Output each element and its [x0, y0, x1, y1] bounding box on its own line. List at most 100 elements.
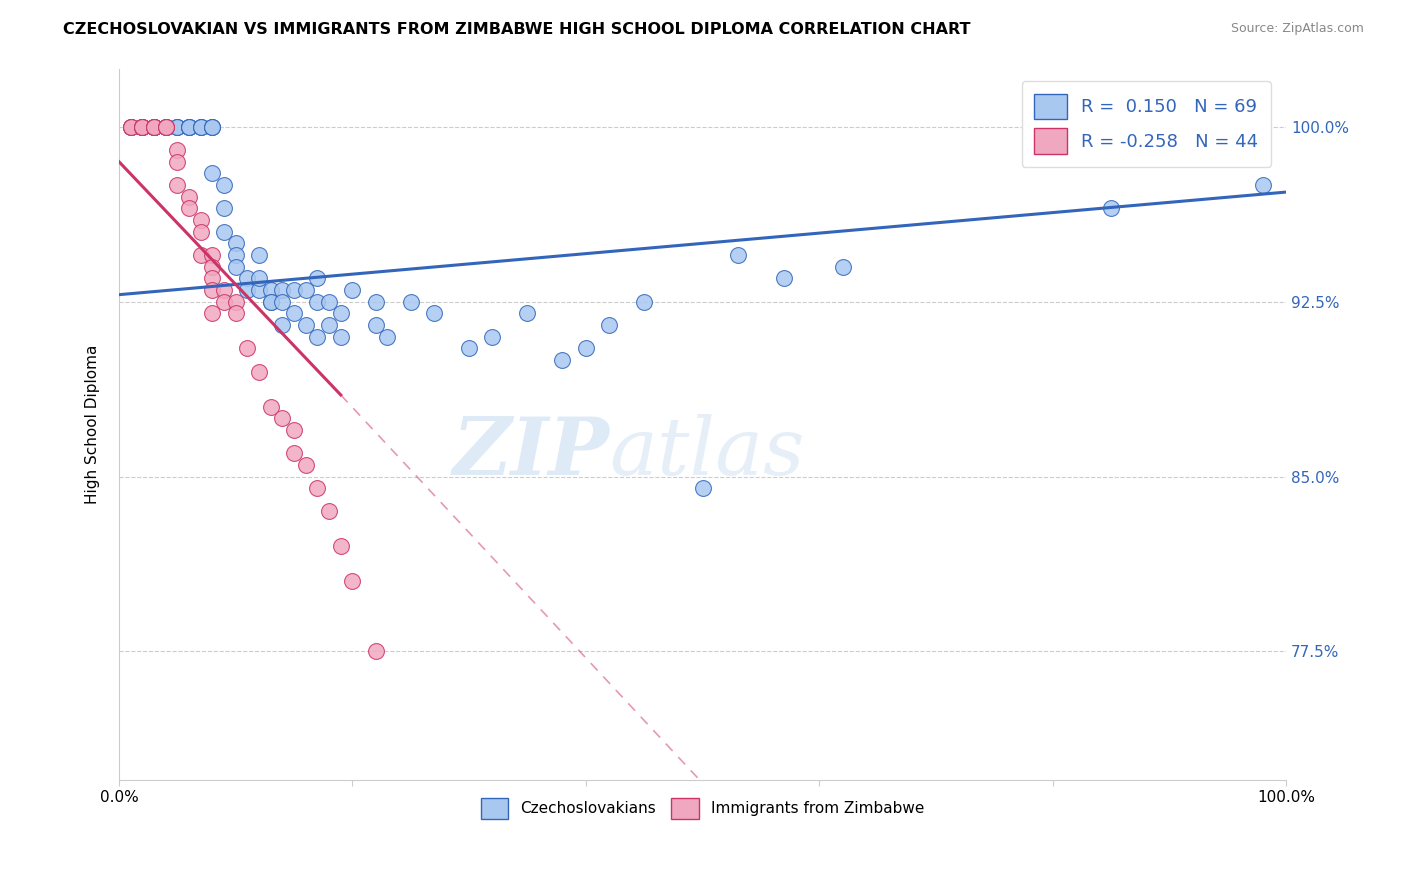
Point: [318, 294, 340, 309]
Point: [236, 283, 259, 297]
Point: [190, 120, 212, 134]
Point: [551, 353, 574, 368]
Point: [329, 306, 352, 320]
Point: [177, 120, 200, 134]
Point: [1099, 202, 1122, 216]
Point: [190, 225, 212, 239]
Point: [342, 574, 364, 589]
Point: [166, 120, 188, 134]
Point: [329, 540, 352, 554]
Point: [166, 178, 188, 193]
Point: [143, 120, 166, 134]
Point: [727, 248, 749, 262]
Point: [143, 120, 166, 134]
Point: [201, 271, 224, 285]
Point: [294, 283, 316, 297]
Point: [294, 318, 316, 332]
Point: [260, 400, 283, 414]
Point: [342, 283, 364, 297]
Point: [212, 202, 235, 216]
Point: [307, 271, 329, 285]
Point: [155, 120, 177, 134]
Point: [633, 294, 655, 309]
Point: [294, 458, 316, 472]
Point: [283, 446, 305, 460]
Point: [260, 294, 283, 309]
Point: [247, 283, 270, 297]
Point: [190, 120, 212, 134]
Point: [247, 365, 270, 379]
Point: [318, 504, 340, 518]
Point: [131, 120, 153, 134]
Y-axis label: High School Diploma: High School Diploma: [86, 344, 100, 504]
Point: [516, 306, 538, 320]
Point: [307, 481, 329, 495]
Point: [177, 120, 200, 134]
Point: [190, 248, 212, 262]
Point: [190, 213, 212, 227]
Text: ZIP: ZIP: [453, 414, 609, 491]
Point: [1251, 178, 1274, 193]
Point: [399, 294, 422, 309]
Point: [212, 294, 235, 309]
Point: [120, 120, 142, 134]
Text: Source: ZipAtlas.com: Source: ZipAtlas.com: [1230, 22, 1364, 36]
Point: [283, 306, 305, 320]
Point: [225, 306, 247, 320]
Text: atlas: atlas: [609, 414, 804, 491]
Point: [155, 120, 177, 134]
Point: [260, 283, 283, 297]
Point: [177, 202, 200, 216]
Point: [166, 120, 188, 134]
Point: [201, 283, 224, 297]
Point: [201, 166, 224, 180]
Point: [773, 271, 796, 285]
Text: CZECHOSLOVAKIAN VS IMMIGRANTS FROM ZIMBABWE HIGH SCHOOL DIPLOMA CORRELATION CHAR: CZECHOSLOVAKIAN VS IMMIGRANTS FROM ZIMBA…: [63, 22, 970, 37]
Point: [201, 260, 224, 274]
Point: [225, 260, 247, 274]
Point: [131, 120, 153, 134]
Point: [131, 120, 153, 134]
Point: [598, 318, 620, 332]
Point: [120, 120, 142, 134]
Point: [377, 329, 399, 343]
Point: [458, 341, 481, 355]
Point: [131, 120, 153, 134]
Point: [423, 306, 446, 320]
Point: [131, 120, 153, 134]
Point: [212, 178, 235, 193]
Point: [177, 120, 200, 134]
Point: [166, 143, 188, 157]
Point: [225, 248, 247, 262]
Point: [143, 120, 166, 134]
Point: [247, 271, 270, 285]
Point: [201, 120, 224, 134]
Point: [260, 294, 283, 309]
Point: [364, 294, 387, 309]
Legend: Czechoslovakians, Immigrants from Zimbabwe: Czechoslovakians, Immigrants from Zimbab…: [474, 791, 931, 825]
Point: [190, 120, 212, 134]
Point: [120, 120, 142, 134]
Point: [283, 283, 305, 297]
Point: [692, 481, 714, 495]
Point: [283, 423, 305, 437]
Point: [318, 318, 340, 332]
Point: [271, 294, 294, 309]
Point: [225, 294, 247, 309]
Point: [271, 283, 294, 297]
Point: [155, 120, 177, 134]
Point: [143, 120, 166, 134]
Point: [143, 120, 166, 134]
Point: [120, 120, 142, 134]
Point: [831, 260, 853, 274]
Point: [177, 190, 200, 204]
Point: [166, 120, 188, 134]
Point: [143, 120, 166, 134]
Point: [575, 341, 598, 355]
Point: [247, 248, 270, 262]
Point: [225, 236, 247, 251]
Point: [364, 644, 387, 658]
Point: [481, 329, 503, 343]
Point: [201, 120, 224, 134]
Point: [201, 248, 224, 262]
